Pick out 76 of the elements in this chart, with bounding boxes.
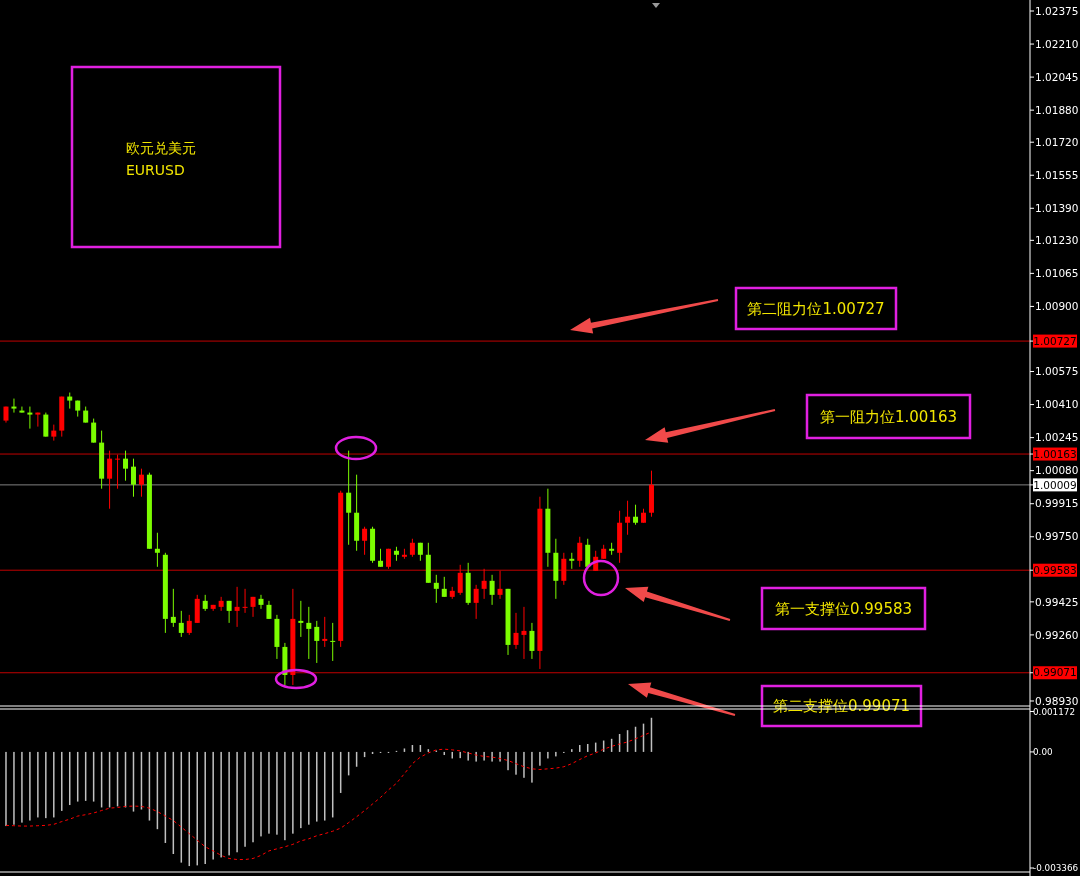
candlestick — [441, 576, 447, 598]
candlestick — [258, 594, 264, 610]
candlestick — [27, 406, 33, 430]
y-tick-label: 1.02375 — [1035, 4, 1079, 17]
candlestick — [362, 526, 368, 556]
y-tick-label: 1.00163 — [1033, 447, 1077, 460]
y-tick-label: 1.01230 — [1035, 234, 1079, 247]
candlestick — [625, 500, 631, 536]
annotation: 欧元兑美元 EURUSD — [126, 140, 196, 178]
candlestick — [266, 600, 272, 620]
candlestick — [115, 454, 121, 490]
y-tick-label: 1.00410 — [1035, 398, 1079, 411]
candlestick — [123, 450, 129, 482]
y-tick-label: 1.01065 — [1035, 267, 1079, 280]
y-tick-label: 0.99071 — [1033, 666, 1077, 679]
y-tick-label: 1.01880 — [1035, 103, 1079, 116]
y-tick-label: 1.00080 — [1035, 464, 1079, 477]
candlestick — [218, 596, 224, 612]
candlestick — [577, 536, 583, 568]
y-tick-label: 0.001172 — [1033, 706, 1075, 717]
candlestick — [529, 622, 535, 660]
y-tick-label: 0.00 — [1033, 747, 1053, 757]
candlestick — [457, 564, 463, 596]
ref-line-label: 第二支撑位0.99071 — [772, 697, 911, 716]
y-tick-label: 0.99750 — [1035, 530, 1079, 543]
candlestick — [330, 622, 336, 662]
y-tick-label: -0.003366 — [1033, 863, 1079, 874]
y-tick-label: 1.00245 — [1035, 431, 1079, 444]
candlestick — [306, 606, 312, 660]
y-tick-label: 0.99583 — [1033, 563, 1077, 576]
candlestick — [497, 570, 503, 600]
candlestick — [35, 412, 41, 428]
candlestick — [107, 450, 113, 510]
candlestick — [138, 468, 144, 498]
candlestick — [521, 606, 527, 660]
candlestick — [178, 610, 184, 638]
candlestick — [186, 614, 192, 636]
y-tick-label: 0.99260 — [1035, 628, 1079, 641]
y-tick-label: 1.00575 — [1035, 365, 1079, 378]
candlestick — [378, 548, 384, 568]
candlestick — [234, 586, 240, 628]
candlestick — [561, 552, 567, 586]
ref-line-label: 第一支撑位0.99583 — [774, 599, 913, 618]
ref-line-label: 第二阻力位1.00727 — [747, 299, 885, 318]
y-tick-label: 1.01555 — [1035, 168, 1079, 181]
y-tick-label: 1.00009 — [1033, 478, 1077, 491]
y-tick-label: 1.00900 — [1035, 300, 1079, 313]
candlestick — [346, 450, 352, 546]
y-tick-label: 1.01390 — [1035, 201, 1079, 214]
candlestick — [322, 616, 328, 648]
y-tick-label: 0.99915 — [1035, 497, 1079, 510]
y-tick-label: 1.02210 — [1035, 37, 1079, 50]
y-tick-label: 1.02045 — [1035, 70, 1079, 83]
candlestick — [433, 574, 439, 604]
candlestick — [11, 398, 17, 414]
candlestick — [19, 406, 25, 414]
y-tick-label: 1.00727 — [1033, 334, 1077, 347]
y-tick-label: 0.99425 — [1035, 595, 1079, 608]
y-tick-label: 1.01720 — [1035, 135, 1079, 148]
candlestick — [298, 600, 304, 638]
candlestick — [43, 412, 49, 438]
candlestick — [513, 612, 519, 650]
candlestick — [91, 418, 97, 444]
candlestick — [489, 574, 495, 606]
candlestick — [473, 584, 479, 620]
candlestick — [154, 532, 160, 568]
y-tick-label: 0.98930 — [1035, 694, 1079, 707]
candlestick — [130, 458, 136, 498]
candlestick — [481, 568, 487, 600]
candlestick — [409, 538, 415, 558]
candlestick — [314, 620, 320, 664]
ref-line-label: 第一阻力位1.00163 — [819, 407, 958, 426]
candlestick — [242, 588, 248, 614]
line-series — [5, 731, 652, 861]
candlestick — [633, 504, 639, 526]
candlestick — [170, 588, 176, 628]
